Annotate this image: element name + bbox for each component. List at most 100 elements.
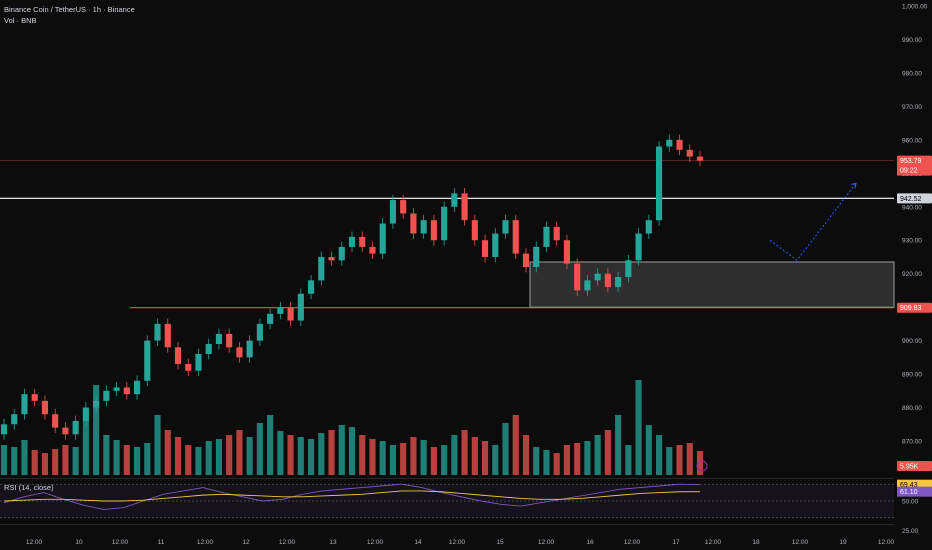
- volume-bar: [359, 435, 366, 475]
- rsi-label-value: 69.43: [900, 482, 918, 489]
- candle-body: [195, 354, 202, 371]
- candle-body: [297, 293, 304, 321]
- candle-body: [31, 394, 38, 401]
- candle-body: [246, 340, 253, 358]
- x-axis-tick: 12:00: [792, 539, 809, 546]
- candle-body: [174, 347, 182, 365]
- volume-bar: [379, 441, 386, 475]
- candle-body: [471, 220, 478, 241]
- volume-bar: [645, 425, 652, 475]
- candle-body: [328, 256, 335, 261]
- volume-bar: [461, 430, 468, 475]
- rsi-label-bg: [897, 479, 932, 490]
- volume-bar: [420, 440, 427, 475]
- x-axis-tick: 12:00: [449, 539, 466, 546]
- candle-body: [359, 236, 366, 247]
- volume-bar: [246, 437, 253, 475]
- candle-body: [522, 253, 530, 267]
- volume-bar: [451, 435, 458, 475]
- volume-bar: [307, 439, 315, 475]
- price-label-bg: [897, 193, 932, 204]
- rsi-axis-tick: 50.00: [902, 499, 919, 506]
- y-axis-tick: 960.00: [902, 137, 922, 144]
- y-axis-tick: 930.00: [902, 238, 922, 245]
- price-label: 953.79: [900, 158, 922, 165]
- candle-body: [604, 273, 611, 288]
- volume-bar: [604, 430, 611, 475]
- price-label: 5.95K: [900, 464, 919, 471]
- y-axis-tick: 940.00: [902, 204, 922, 211]
- volume-bar: [655, 435, 663, 475]
- volume-bar: [441, 445, 448, 475]
- candle-body: [676, 139, 683, 150]
- volume-bar: [676, 445, 683, 475]
- candle-body: [348, 236, 356, 247]
- projection-arrow: [850, 182, 857, 189]
- volume-bar: [338, 425, 345, 475]
- candle-body: [287, 307, 294, 321]
- candle-body: [481, 240, 489, 257]
- rsi-axis-tick: 25.00: [902, 528, 919, 535]
- volume-bar: [215, 439, 223, 475]
- volume-bar: [72, 447, 79, 475]
- x-axis-tick: 12:00: [538, 539, 555, 546]
- x-axis-tick: 12:00: [26, 539, 43, 546]
- volume-bar: [492, 445, 499, 475]
- x-axis-tick: 12:00: [279, 539, 296, 546]
- volume-bar: [133, 447, 141, 475]
- candle-body: [441, 206, 448, 241]
- volume-bar: [267, 415, 274, 475]
- candle-body: [21, 394, 28, 415]
- price-label-bg: [897, 461, 932, 471]
- volume-bar: [584, 441, 591, 475]
- x-axis-tick: 17: [672, 539, 680, 546]
- volume-bar: [410, 437, 417, 475]
- candle-body: [666, 139, 673, 147]
- x-axis-tick: 16: [586, 539, 594, 546]
- x-axis-tick: 12:00: [878, 539, 895, 546]
- volume-bar: [41, 453, 49, 475]
- price-label: 909.83: [900, 305, 922, 312]
- volume-bar: [563, 445, 571, 475]
- candle-body: [256, 323, 263, 341]
- x-axis-tick: 12:00: [367, 539, 384, 546]
- candle-body: [338, 246, 345, 261]
- price-label-countdown: 09:22: [900, 168, 918, 175]
- candle-body: [655, 146, 663, 221]
- candle-body: [369, 246, 376, 254]
- replay-icon: [696, 460, 708, 472]
- x-axis-tick: 13: [329, 539, 337, 546]
- volume-bar: [543, 450, 550, 475]
- pane-separator: [0, 524, 894, 525]
- volume-bar: [185, 445, 192, 475]
- rsi-series-0: [3, 483, 701, 510]
- price-label: 942.52: [900, 196, 922, 203]
- candle-body: [553, 226, 560, 241]
- volume-bar: [62, 445, 69, 475]
- candle-body: [512, 220, 519, 254]
- rsi-band: [0, 484, 894, 518]
- candle-body: [625, 260, 632, 278]
- y-axis-tick: 980.00: [902, 70, 922, 77]
- y-axis-tick: 1,000.00: [902, 4, 928, 11]
- volume-bar: [686, 443, 693, 475]
- volume-bar: [471, 437, 478, 475]
- candle-body: [410, 213, 417, 234]
- volume-bar: [52, 449, 59, 475]
- candle-body: [123, 387, 130, 395]
- candle-body: [686, 149, 693, 157]
- volume-bar: [11, 447, 18, 475]
- candle-body: [584, 280, 591, 291]
- volume-bar: [21, 440, 28, 475]
- volume-bar: [512, 415, 519, 475]
- candle-body: [451, 193, 458, 207]
- volume-bar: [31, 450, 38, 475]
- volume-bar: [205, 441, 212, 475]
- volume-bar: [318, 433, 325, 475]
- volume-bar: [123, 445, 130, 475]
- y-axis-tick: 900.00: [902, 338, 922, 345]
- x-axis-tick: 10: [75, 539, 83, 546]
- candle-body: [543, 226, 550, 247]
- volume-bar: [430, 447, 437, 475]
